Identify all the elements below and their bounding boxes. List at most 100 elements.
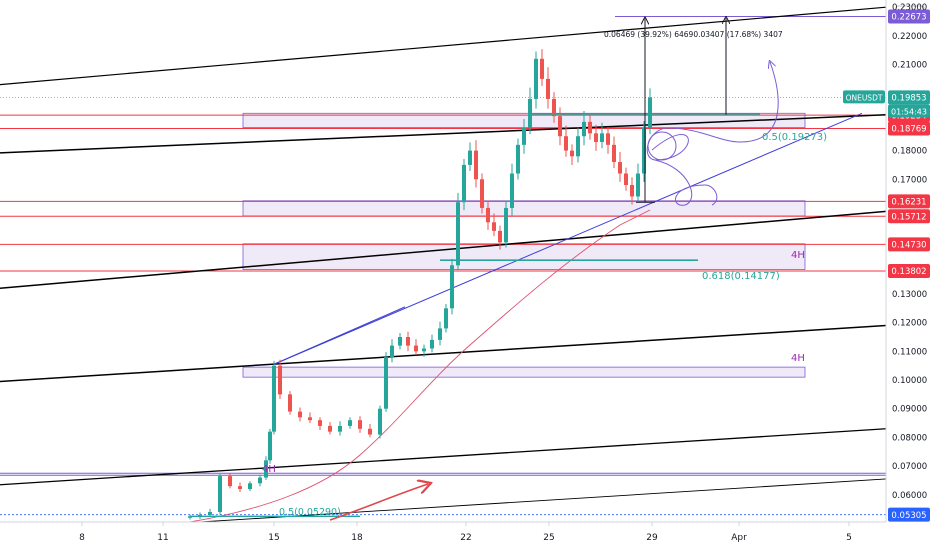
price-label-box [888, 194, 930, 209]
price-label: 0.14730 [891, 241, 926, 251]
candle-body [582, 121, 586, 137]
candle-body [288, 394, 292, 412]
symbol-tag: ONEUSDT [846, 93, 883, 102]
candle-body [368, 428, 372, 435]
channel-line-4 [0, 324, 886, 383]
candle-body [480, 179, 484, 208]
candle-body [606, 133, 610, 145]
highlight-circle [647, 131, 677, 161]
candle-body [528, 98, 532, 128]
candle-body [264, 460, 268, 478]
tf-label-2: 4H [791, 353, 805, 364]
candle-body [406, 337, 410, 346]
price-label-box [888, 90, 930, 105]
projection-loop [654, 159, 718, 206]
price-label: 0.05305 [891, 511, 926, 521]
price-label: 0.22673 [891, 13, 926, 23]
candle-body [510, 173, 514, 208]
candle-body [552, 98, 556, 117]
candle-body [378, 408, 382, 435]
candle-body [504, 207, 508, 243]
candle-body [384, 357, 388, 409]
candle-body [390, 345, 394, 358]
candle-body [208, 511, 212, 515]
price-label: 0.13802 [891, 267, 926, 277]
candle-body [318, 420, 322, 426]
candle-body [218, 476, 222, 512]
candle-body [462, 164, 466, 203]
candle-body [450, 265, 454, 309]
x-tick-label: 22 [460, 533, 471, 543]
fib-label-upper: 0.5(0.19273) [762, 132, 827, 143]
candle-body [268, 431, 272, 461]
moving-average [189, 209, 651, 522]
candle-body [456, 202, 460, 266]
candle-body [248, 483, 252, 490]
candle-body [546, 78, 550, 99]
countdown-label: 01:54:43 [891, 107, 927, 116]
y-tick-label: 0.06000 [892, 491, 927, 501]
candle-body [516, 144, 520, 174]
symbol-tag-box [843, 90, 885, 104]
channel-line-6 [199, 478, 886, 522]
candle-body [328, 425, 332, 432]
trendline-upper [273, 306, 406, 365]
candle-body [612, 144, 616, 163]
price-label-box [888, 9, 930, 24]
candle-body [348, 420, 352, 426]
candle-body [272, 365, 276, 432]
price-label-box [888, 263, 930, 278]
zone-4 [242, 366, 806, 378]
y-tick-label: 0.23000 [892, 3, 927, 13]
candle-body [422, 348, 426, 352]
candle-body [468, 150, 472, 165]
candle-body [576, 136, 580, 157]
candle-body [636, 173, 640, 197]
price-label-box [888, 237, 930, 252]
channel-line-3 [0, 210, 886, 289]
candle-body [540, 58, 544, 79]
x-tick-label: 29 [646, 533, 658, 543]
candle-body [588, 121, 592, 134]
price-label-box [888, 507, 930, 522]
measure-label: 0.06469 (39.92%) 64690.03407 (17.68%) 34… [604, 30, 783, 39]
y-tick-label: 0.11000 [892, 347, 927, 357]
candle-body [188, 516, 192, 518]
x-tick-label: Apr [731, 533, 747, 543]
y-tick-label: 0.09000 [892, 405, 927, 415]
candle-body [648, 97, 652, 128]
x-axis-bg [0, 522, 932, 550]
y-tick-label: 0.07000 [892, 462, 927, 472]
countdown-box [888, 104, 930, 118]
candle-body [618, 162, 622, 174]
channel-line-2 [0, 113, 886, 154]
y-tick-label: 0.13000 [892, 290, 927, 300]
candle-body [642, 127, 646, 174]
candle-body [228, 476, 232, 487]
price-label: 0.19853 [891, 94, 926, 104]
candle-body [258, 477, 262, 484]
candle-body [444, 308, 448, 329]
candle-body [398, 337, 402, 346]
zone-2 [242, 200, 806, 217]
candle-body [570, 150, 574, 157]
candle-body [594, 133, 598, 142]
price-label: 0.15712 [891, 212, 926, 222]
candle-body [564, 136, 568, 151]
price-label: 0.18769 [891, 125, 926, 135]
y-tick-label: 0.22000 [892, 32, 927, 42]
candle-body [414, 345, 418, 352]
x-tick-label: 25 [543, 533, 554, 543]
price-label-box [888, 209, 930, 224]
x-tick-label: 8 [79, 533, 85, 543]
candle-body [624, 173, 628, 185]
candle-body [308, 417, 312, 421]
candle-body [600, 133, 604, 142]
y-tick-label: 0.10000 [892, 376, 927, 386]
candle-body [438, 328, 442, 340]
candle-body [522, 127, 526, 145]
red-arrow [329, 484, 428, 521]
x-tick-label: 11 [157, 533, 168, 543]
